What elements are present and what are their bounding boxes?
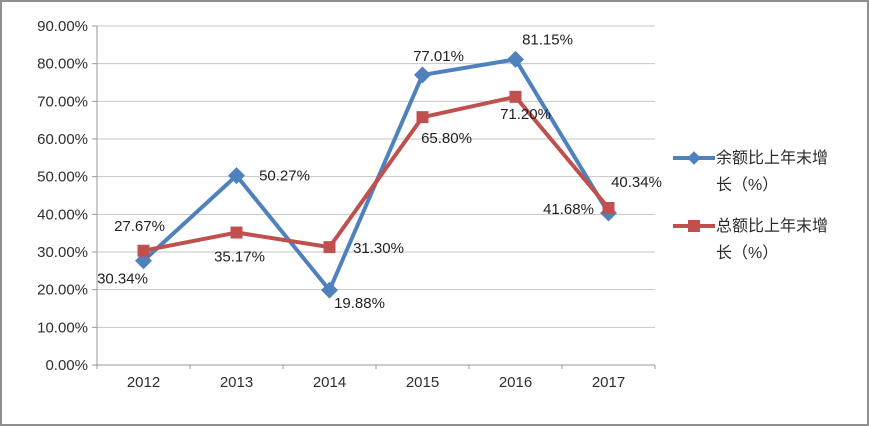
- diamond-marker-icon: [228, 167, 245, 185]
- x-tick-label: 2013: [220, 374, 253, 391]
- data-label: 41.68%: [543, 201, 594, 218]
- square-marker-icon: [137, 244, 150, 257]
- y-tick-label: 60.00%: [37, 131, 88, 148]
- data-label: 71.20%: [500, 106, 551, 123]
- x-tick-label: 2017: [592, 374, 625, 391]
- data-label: 40.34%: [611, 174, 662, 191]
- square-marker-icon: [230, 226, 243, 239]
- legend: 余额比上年末增 长（%） 总额比上年末增 长（%）: [672, 145, 867, 281]
- legend-label-zong: 总额比上年末增 长（%）: [716, 218, 829, 262]
- data-label: 81.15%: [522, 31, 573, 48]
- square-marker-icon: [509, 90, 522, 103]
- legend-diamond-marker-icon: [673, 151, 715, 165]
- square-marker-icon: [416, 111, 429, 124]
- diamond-marker-icon: [687, 151, 701, 165]
- y-tick-label: 80.00%: [37, 56, 88, 73]
- y-tick-label: 20.00%: [37, 282, 88, 299]
- square-marker-icon: [602, 202, 615, 215]
- data-label: 50.27%: [259, 168, 310, 185]
- x-tick-label: 2014: [313, 374, 346, 391]
- legend-item-zong: 总额比上年末增 长（%）: [672, 213, 867, 267]
- series-line-1: [141, 94, 611, 253]
- data-label: 19.88%: [334, 295, 385, 312]
- square-marker-icon: [688, 220, 700, 232]
- diamond-marker-icon: [507, 50, 524, 68]
- data-label: 65.80%: [421, 130, 472, 147]
- x-tick-label: 2016: [499, 374, 532, 391]
- x-tick-label: 2012: [127, 374, 160, 391]
- legend-square-marker-icon: [673, 220, 715, 232]
- x-tick-label: 2015: [406, 374, 439, 391]
- data-label: 35.17%: [214, 249, 265, 266]
- legend-item-yue: 余额比上年末增 长（%）: [672, 145, 867, 199]
- square-marker-icon: [323, 241, 336, 254]
- diamond-marker-icon: [321, 281, 338, 299]
- data-label: 27.67%: [114, 218, 165, 235]
- data-label: 31.30%: [353, 240, 404, 257]
- y-tick-label: 0.00%: [45, 357, 88, 374]
- diamond-marker-icon: [414, 66, 431, 84]
- data-label: 77.01%: [413, 48, 464, 65]
- y-tick-label: 10.00%: [37, 319, 88, 336]
- y-tick-label: 30.00%: [37, 244, 88, 261]
- legend-label-yue: 余额比上年末增 长（%）: [716, 150, 829, 194]
- y-tick-label: 50.00%: [37, 169, 88, 186]
- y-tick-label: 90.00%: [37, 18, 88, 35]
- y-tick-label: 70.00%: [37, 93, 88, 110]
- data-label: 30.34%: [97, 271, 148, 288]
- y-tick-label: 40.00%: [37, 206, 88, 223]
